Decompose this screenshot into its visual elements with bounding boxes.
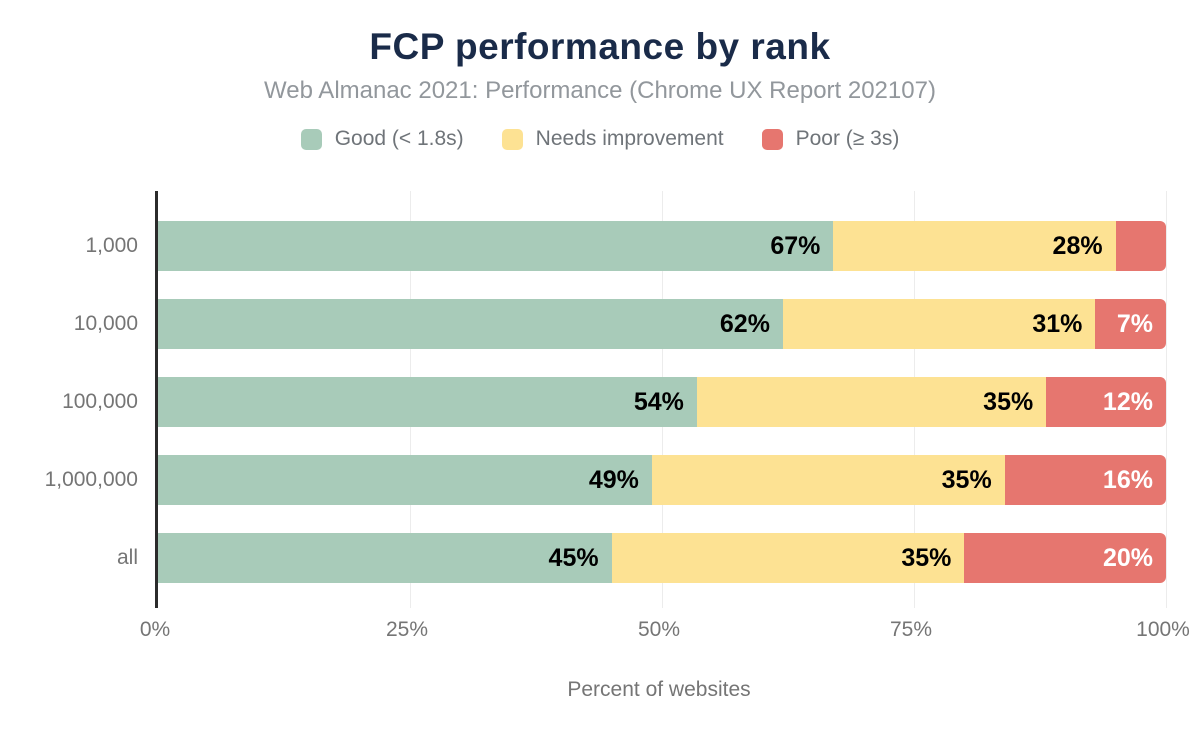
bar-row: 1,000 67% 28% — [85, 207, 1166, 285]
bar-value-label: 31% — [1032, 310, 1083, 338]
bar-value-label: 62% — [719, 310, 770, 338]
bar-value-label: 28% — [1052, 232, 1103, 260]
bar-rows: 1,000 67% 28% 10,000 62% 31% 7% 100,000 54% 35% 12… — [45, 191, 1166, 608]
x-axis-ticks: 0% 25% 50% 75% 100% — [140, 618, 1190, 644]
chart-title: FCP performance by rank — [369, 26, 831, 67]
legend-swatch-good-icon — [300, 128, 322, 150]
stacked-bar: 54% 35% 12% — [158, 377, 1166, 427]
legend-item-good: Good (< 1.8s) — [300, 127, 464, 151]
y-axis-label: 1,000,000 — [44, 468, 138, 491]
chart-subtitle: Web Almanac 2021: Performance (Chrome UX… — [264, 77, 936, 104]
legend-swatch-poor-icon — [761, 128, 783, 150]
bar-value-label: 16% — [1102, 466, 1153, 494]
legend-swatch-needs-improvement-icon — [501, 128, 523, 150]
bar-row: 1,000,000 49% 35% 16% — [45, 441, 1166, 519]
bar-segment-good[interactable]: 49% — [158, 455, 652, 505]
y-axis-label: 1,000 — [85, 234, 138, 257]
bar-segment-poor[interactable]: 12% — [1046, 377, 1166, 427]
plot-area: 1,000 67% 28% 10,000 62% 31% 7% 100,000 54% 35% 12… — [45, 191, 1167, 608]
bar-segment-poor[interactable]: 16% — [1004, 455, 1166, 505]
bar-segment-good[interactable]: 45% — [158, 533, 612, 583]
bar-segment-needs-improvement[interactable]: 28% — [833, 221, 1116, 271]
bar-segment-needs-improvement[interactable]: 31% — [782, 299, 1096, 349]
bar-segment-poor[interactable] — [1115, 221, 1166, 271]
legend-label-good: Good (< 1.8s) — [334, 127, 464, 150]
bar-value-label: 7% — [1116, 310, 1153, 338]
x-axis-tick: 75% — [889, 618, 933, 641]
bar-value-label: 20% — [1102, 544, 1153, 572]
bar-row: all 45% 35% 20% — [117, 519, 1166, 597]
gridline — [1166, 191, 1167, 608]
y-axis-label: 100,000 — [62, 390, 138, 413]
bar-value-label: 49% — [588, 466, 639, 494]
legend-item-poor: Poor (≥ 3s) — [761, 127, 900, 151]
bar-value-label: 35% — [983, 388, 1034, 416]
legend: Good (< 1.8s) Needs improvement Poor (≥ … — [0, 127, 1200, 151]
bar-segment-good[interactable]: 67% — [158, 221, 834, 271]
bar-segment-needs-improvement[interactable]: 35% — [696, 377, 1047, 427]
bar-segment-poor[interactable]: 20% — [964, 533, 1166, 583]
bar-segment-needs-improvement[interactable]: 35% — [651, 455, 1005, 505]
x-axis-title: Percent of websites — [567, 678, 751, 701]
x-axis-tick: 50% — [637, 618, 681, 641]
bar-value-label: 54% — [633, 388, 684, 416]
bar-value-label: 12% — [1102, 388, 1153, 416]
y-axis-label: all — [116, 546, 138, 569]
bar-segment-good[interactable]: 54% — [158, 377, 697, 427]
x-axis-tick: 25% — [385, 618, 429, 641]
bar-row: 10,000 62% 31% 7% — [74, 285, 1166, 363]
bar-segment-poor[interactable]: 7% — [1095, 299, 1166, 349]
bar-segment-needs-improvement[interactable]: 35% — [611, 533, 965, 583]
bar-value-label: 35% — [941, 466, 992, 494]
y-axis-label: 10,000 — [73, 312, 138, 335]
legend-label-needs-improvement: Needs improvement — [535, 127, 724, 150]
bar-value-label: 67% — [770, 232, 821, 260]
legend-label-poor: Poor (≥ 3s) — [795, 127, 900, 150]
stacked-bar: 45% 35% 20% — [158, 533, 1166, 583]
bar-segment-good[interactable]: 62% — [158, 299, 783, 349]
stacked-bar: 62% 31% 7% — [158, 299, 1166, 349]
bar-row: 100,000 54% 35% 12% — [62, 363, 1166, 441]
stacked-bar: 49% 35% 16% — [158, 455, 1166, 505]
x-axis-tick: 100% — [1136, 618, 1190, 641]
bar-value-label: 45% — [548, 544, 599, 572]
x-axis-tick: 0% — [139, 618, 171, 641]
legend-item-needs-improvement: Needs improvement — [501, 127, 724, 151]
stacked-bar: 67% 28% — [158, 221, 1166, 271]
bar-value-label: 35% — [901, 544, 952, 572]
